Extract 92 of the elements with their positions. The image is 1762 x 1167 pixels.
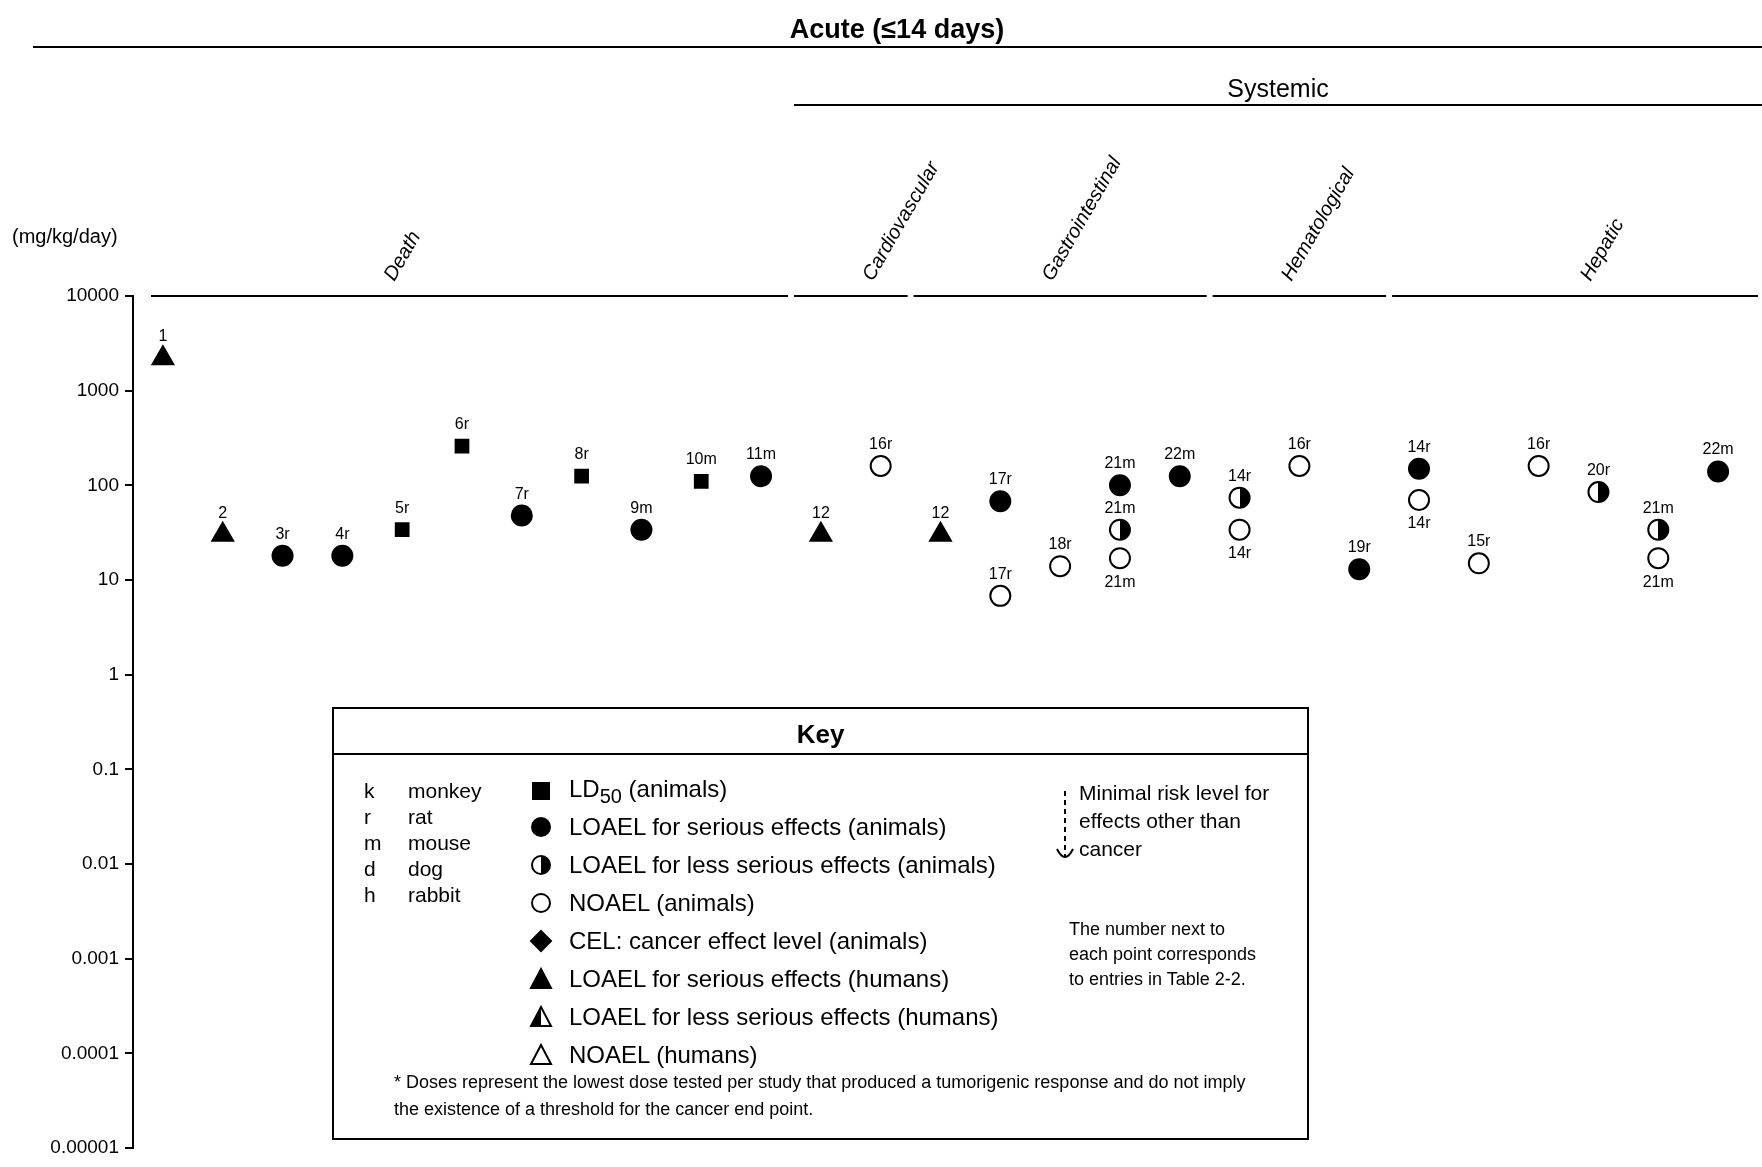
text: h rabbit <box>364 883 461 906</box>
annotation: 16r <box>1287 435 1312 453</box>
point <box>750 465 773 488</box>
text: m mouse <box>364 831 472 854</box>
y-axis-title: (mg/kg/day) <box>12 225 118 247</box>
point <box>1108 474 1131 497</box>
y-tick-label: 0.001 <box>71 946 119 968</box>
annotation: The number next to each point corresponds to entries in Table 2-2. <box>1069 918 1258 991</box>
annotation: 20r <box>1586 461 1611 479</box>
y-tick-label: 10000 <box>66 284 119 306</box>
annotation: 21m <box>1104 572 1136 590</box>
y-tick-label: 100 <box>87 473 119 495</box>
annotation: 15r <box>1467 532 1492 550</box>
annotation: 12 <box>811 503 830 521</box>
annotation: 14r <box>1228 544 1252 562</box>
point <box>1647 518 1670 541</box>
annotation: 6r <box>454 415 470 433</box>
annotation: 10m <box>685 450 717 468</box>
annotation: 14r <box>1407 437 1432 455</box>
point <box>1168 465 1191 488</box>
annotation: 21m <box>1104 454 1136 472</box>
legend-label: LOAEL for less serious effects (animals) <box>569 851 996 879</box>
point <box>1049 555 1072 578</box>
annotation: 5r <box>395 498 410 516</box>
point <box>510 504 533 527</box>
annotation: 4r <box>335 524 351 542</box>
annotation: 12 <box>931 503 950 521</box>
point <box>693 474 709 489</box>
point <box>1527 455 1550 478</box>
annotation: 11m <box>746 445 777 463</box>
point <box>1108 547 1131 570</box>
annotation: 14r <box>1228 466 1252 484</box>
annotation: 22m <box>1702 440 1734 458</box>
annotation: * Doses represent the lowest dose tested per study that produced a tumorigenic response and do not imply the existence of a threshold for the cancer end point. <box>394 1071 1247 1121</box>
point <box>454 438 470 454</box>
point <box>394 522 410 538</box>
legend-label: LOAEL for serious effects (humans) <box>569 965 950 993</box>
annotation: 14r <box>1407 514 1432 532</box>
annotation: Minimal risk level for effects other than cancer <box>1079 780 1271 862</box>
point <box>989 490 1012 513</box>
legend-label: LD$_{50}$ (animals) <box>569 775 728 808</box>
point <box>989 584 1012 607</box>
point <box>1408 457 1431 480</box>
annotation: 16r <box>1527 435 1551 453</box>
point <box>574 468 589 484</box>
point <box>1228 518 1251 541</box>
point <box>271 544 294 567</box>
chart-title: Acute (≤14 days) <box>789 14 1005 44</box>
y-tick-label: 0.00001 <box>50 1136 119 1158</box>
annotation: 21m <box>1104 498 1136 516</box>
annotation: 17r <box>988 564 1013 582</box>
point <box>1288 455 1311 478</box>
annotation: 3r <box>275 524 291 542</box>
point <box>1108 518 1131 541</box>
annotation: 19r <box>1347 538 1372 556</box>
text: r rat <box>364 805 433 828</box>
annotation: 21m <box>1642 498 1674 516</box>
annotation: 21m <box>1642 572 1674 590</box>
annotation: 18r <box>1048 535 1073 553</box>
point <box>1467 552 1490 575</box>
annotation: 8r <box>574 445 590 463</box>
y-tick-label: 0.01 <box>82 852 119 874</box>
y-tick-label: 0.0001 <box>60 1041 119 1063</box>
chart-subtitle: Systemic <box>1227 74 1329 102</box>
annotation: 17r <box>988 470 1013 488</box>
point <box>1707 460 1730 483</box>
legend-title: Key <box>332 707 1309 755</box>
y-tick-label: 1 <box>108 662 119 684</box>
legend-label: NOAEL (humans) <box>569 1041 758 1069</box>
y-tick-label: 0.1 <box>92 757 119 779</box>
point <box>869 455 892 478</box>
text: k monkey <box>364 779 482 802</box>
point <box>630 518 653 541</box>
annotation: 9m <box>630 498 653 516</box>
annotation: 2 <box>218 503 228 521</box>
y-tick-label: 10 <box>97 568 119 590</box>
annotation: 7r <box>514 484 530 502</box>
legend-label: CEL: cancer effect level (animals) <box>569 927 928 955</box>
legend-label: LOAEL for serious effects (animals) <box>569 813 947 841</box>
point <box>1348 558 1371 581</box>
legend-label: LOAEL for less serious effects (humans) <box>569 1003 999 1031</box>
point <box>1408 489 1431 511</box>
point <box>1587 481 1610 504</box>
point <box>331 544 354 567</box>
annotation: 22m <box>1164 445 1196 463</box>
point <box>1228 486 1251 509</box>
point <box>1647 547 1670 570</box>
legend-label: NOAEL (animals) <box>569 889 755 917</box>
text: d dog <box>364 857 444 880</box>
annotation: 1 <box>158 327 168 345</box>
y-tick-label: 1000 <box>76 378 119 400</box>
annotation: 16r <box>869 435 893 453</box>
